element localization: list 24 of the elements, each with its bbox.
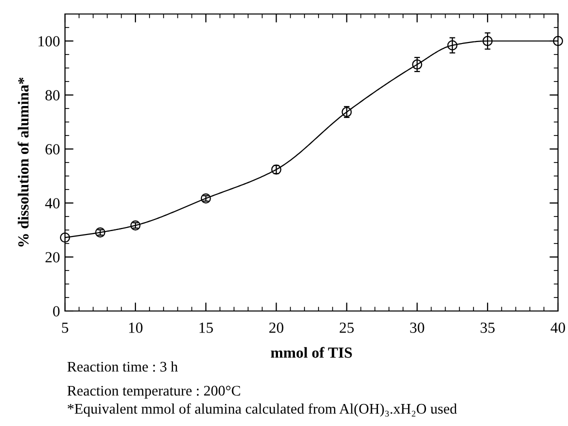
text: Reaction time : 3 h xyxy=(67,361,178,372)
point xyxy=(447,40,458,50)
x-tick-label: 10 xyxy=(129,322,142,333)
point xyxy=(552,36,564,46)
y-tick-label: 80 xyxy=(45,90,60,100)
x-tick-label: 15 xyxy=(200,322,213,333)
x-tick-label: 30 xyxy=(410,322,424,333)
y-tick-label: 100 xyxy=(38,36,60,46)
y-tick-label: 60 xyxy=(46,144,60,154)
x-tick-label: 25 xyxy=(340,322,354,333)
x-tick-label: 20 xyxy=(269,322,284,333)
text: *Equivalent mmol of alumina calculated from Al(OH)₃.xH₂O used xyxy=(68,403,457,417)
y-tick-label: 20 xyxy=(46,252,60,262)
x-tick-label: 40 xyxy=(550,322,566,333)
x-axis-title: mmol of TIS xyxy=(270,346,352,358)
point xyxy=(60,232,70,243)
y-axis-title: % dissolution of alumina* xyxy=(18,78,29,246)
y-tick-label: 0 xyxy=(53,306,60,316)
x-tick-label: 35 xyxy=(480,322,495,333)
text: Reaction temperature : 200°C xyxy=(67,386,240,399)
x-tick-label: 5 xyxy=(62,322,68,333)
point xyxy=(412,59,422,70)
y-tick-label: 40 xyxy=(45,198,60,208)
point xyxy=(482,36,493,46)
